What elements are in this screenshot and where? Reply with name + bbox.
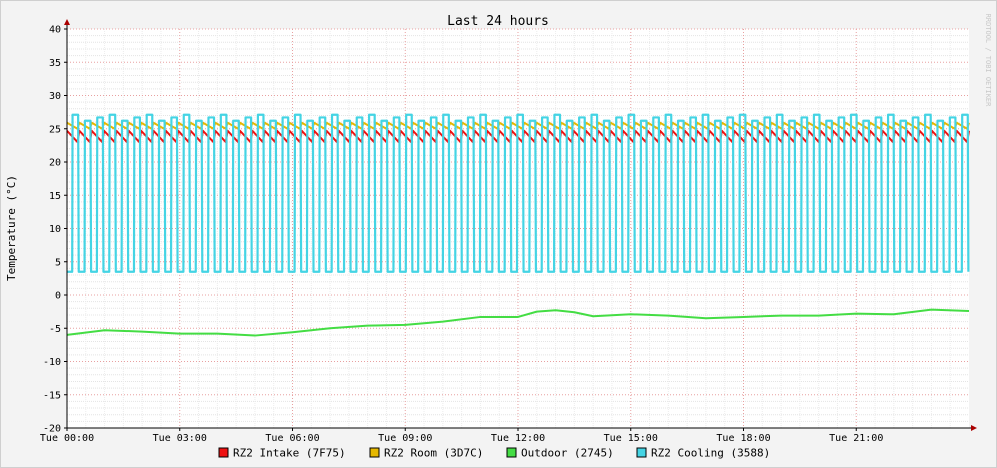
y-tick-label: 35	[49, 58, 61, 69]
y-tick-label: 40	[49, 25, 61, 36]
x-tick-label: Tue 12:00	[491, 433, 545, 444]
x-tick-label: Tue 21:00	[829, 433, 883, 444]
y-tick-label: 20	[49, 158, 61, 169]
y-tick-label: -5	[49, 324, 61, 335]
y-tick-label: 25	[49, 124, 61, 135]
legend: RZ2 Intake (7F75) RZ2 Room (3D7C) Outdoor …	[218, 447, 770, 460]
x-tick-label: Tue 00:00	[40, 433, 94, 444]
y-tick-label: -10	[43, 357, 61, 368]
x-tick-label: Tue 15:00	[604, 433, 658, 444]
y-tick-label: 10	[49, 224, 61, 235]
y-tick-label: -15	[43, 390, 61, 401]
axis-layer: -20 -15 -10 -5 0 5 10 15 20 25 30 35 40 Tue 00:00 Tue …	[40, 19, 977, 444]
x-axis-arrow	[971, 425, 977, 431]
legend-label: Outdoor (2745)	[521, 447, 614, 460]
legend-label: RZ2 Room (3D7C)	[384, 447, 483, 460]
legend-label: RZ2 Intake (7F75)	[233, 447, 346, 460]
x-tick-label: Tue 06:00	[265, 433, 319, 444]
series-line	[66, 308, 970, 337]
y-tick-label: 0	[55, 291, 61, 302]
series-line	[67, 113, 970, 273]
y-tick-label: 5	[55, 257, 61, 268]
legend-label: RZ2 Cooling (3588)	[651, 447, 770, 460]
legend-swatch	[218, 447, 229, 458]
y-axis-label: Temperature (°C)	[5, 175, 18, 281]
watermark-text: RRDTOOL / TOBI OETIKER	[984, 14, 992, 108]
legend-swatch	[506, 447, 517, 458]
legend-swatch	[636, 447, 647, 458]
series-layer	[66, 113, 970, 337]
x-tick-label: Tue 18:00	[716, 433, 770, 444]
x-tick-label: Tue 09:00	[378, 433, 432, 444]
legend-swatch	[369, 447, 380, 458]
x-tick-label: Tue 03:00	[153, 433, 207, 444]
y-tick-label: -20	[43, 424, 61, 435]
y-tick-label: 15	[49, 191, 61, 202]
chart-title: Last 24 hours	[447, 14, 549, 29]
y-tick-label: 30	[49, 91, 61, 102]
y-axis-arrow	[64, 19, 70, 25]
